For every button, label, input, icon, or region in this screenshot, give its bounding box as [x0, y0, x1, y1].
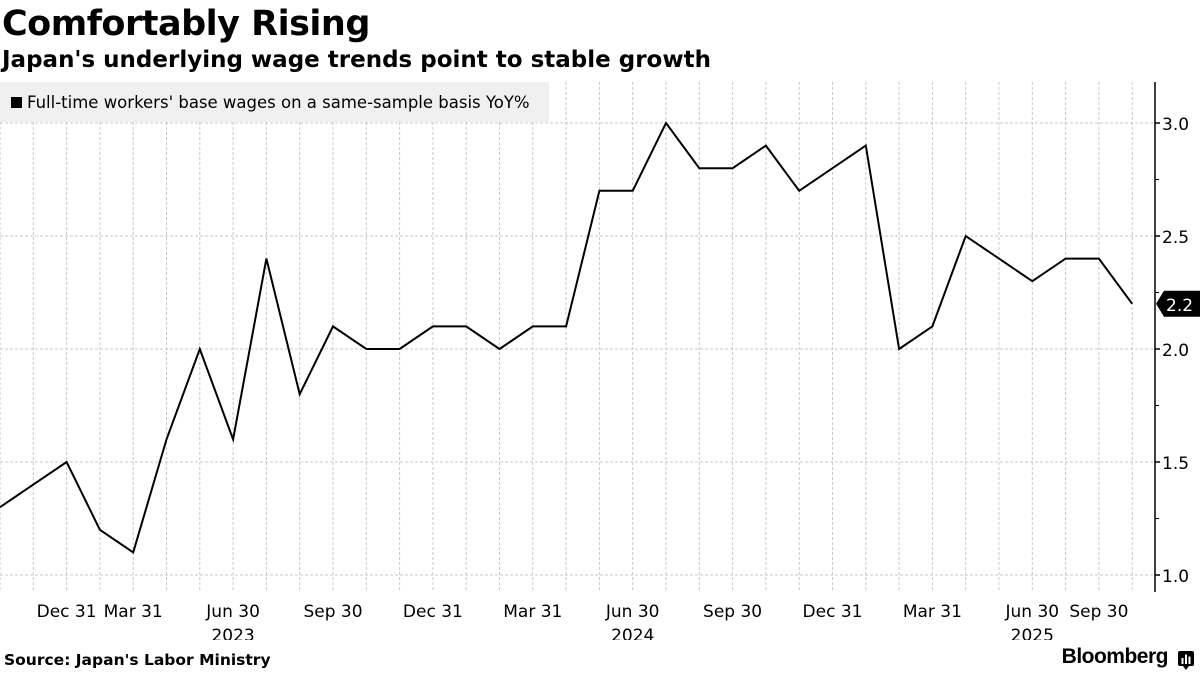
line-chart: 1.0 1.5 2.0 2.5 3.0 Dec 31 Mar 31 Jun 30 2023 Se… [0, 82, 1200, 640]
x-tick-label: Dec 31 [37, 602, 97, 622]
x-tick-label: Mar 31 [903, 602, 962, 622]
last-value-label: 2.2 [1166, 296, 1193, 316]
legend-label: Full-time workers' base wages on a same-… [27, 92, 530, 112]
y-tick-label: 1.0 [1162, 567, 1189, 587]
horizontal-gridlines [0, 122, 1155, 576]
x-tick-label: Mar 31 [503, 602, 562, 622]
vertical-gridlines [0, 82, 1133, 592]
source-note: Source: Japan's Labor Ministry [4, 651, 271, 669]
bloomberg-chart-icon [1178, 651, 1194, 670]
y-axis: 1.0 1.5 2.0 2.5 3.0 [1154, 82, 1189, 592]
x-year-label: 2023 [211, 626, 254, 640]
y-tick-label: 2.0 [1162, 341, 1189, 361]
x-tick-label: Sep 30 [703, 602, 762, 622]
series-group [0, 121, 1134, 554]
last-value-badge-group: 2.2 [1156, 290, 1200, 317]
x-tick-label: Mar 31 [104, 602, 163, 622]
last-value-badge [1156, 290, 1200, 317]
x-tick-label: Sep 30 [303, 602, 362, 622]
x-year-label: 2024 [611, 626, 654, 640]
x-tick-label: Sep 30 [1069, 602, 1128, 622]
x-tick-label: Dec 31 [403, 602, 463, 622]
chart-title: Comfortably Rising [2, 4, 370, 44]
series-line [0, 121, 1134, 554]
x-tick-label: Dec 31 [803, 602, 863, 622]
x-tick-label: Jun 30 [205, 602, 260, 622]
y-tick-label: 1.5 [1162, 454, 1189, 474]
x-year-label: 2025 [1011, 626, 1054, 640]
brand-logo-text: Bloomberg [1061, 645, 1169, 668]
y-tick-label: 3.0 [1162, 115, 1189, 135]
y-tick-label: 2.5 [1162, 228, 1189, 248]
x-axis-labels: Dec 31 Mar 31 Jun 30 2023 Sep 30 Dec 31 Mar 31… [37, 602, 1129, 640]
legend: Full-time workers' base wages on a same-… [0, 82, 549, 122]
x-tick-label: Jun 30 [605, 602, 660, 622]
legend-swatch-icon [11, 96, 22, 108]
x-tick-label: Jun 30 [1004, 602, 1059, 622]
chart-subtitle: Japan's underlying wage trends point to … [2, 47, 711, 73]
